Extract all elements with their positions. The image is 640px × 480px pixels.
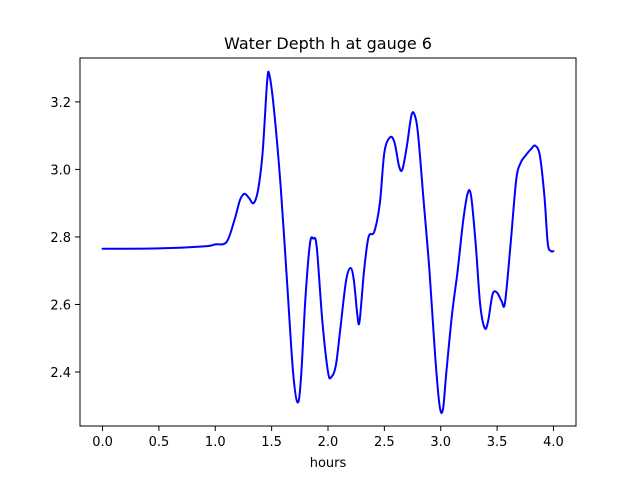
y-tick-label: 3.2 bbox=[50, 96, 71, 111]
x-tick-label: 2.0 bbox=[318, 435, 339, 450]
x-axis-label: hours bbox=[310, 456, 347, 471]
x-tick-label: 1.5 bbox=[261, 435, 282, 450]
x-tick-label: 0.0 bbox=[92, 435, 113, 450]
x-tick-label: 3.5 bbox=[487, 435, 508, 450]
chart-title: Water Depth h at gauge 6 bbox=[224, 34, 432, 53]
y-tick-label: 2.8 bbox=[50, 231, 71, 246]
x-tick-label: 1.0 bbox=[205, 435, 226, 450]
x-tick-label: 3.0 bbox=[430, 435, 451, 450]
x-tick-label: 2.5 bbox=[374, 435, 395, 450]
plot-area bbox=[101, 70, 555, 414]
x-tick-label: 0.5 bbox=[149, 435, 170, 450]
y-tick-label: 2.4 bbox=[50, 366, 71, 381]
y-tick-label: 3.0 bbox=[50, 163, 71, 178]
y-axis-ticks: 2.4 2.6 2.8 3.0 3.2 bbox=[50, 96, 80, 381]
series-line-h bbox=[101, 70, 555, 414]
y-tick-label: 2.6 bbox=[50, 298, 71, 313]
x-tick-label: 4.0 bbox=[543, 435, 564, 450]
x-axis-ticks: 0.0 0.5 1.0 1.5 2.0 2.5 3.0 3.5 4.0 bbox=[92, 426, 564, 450]
